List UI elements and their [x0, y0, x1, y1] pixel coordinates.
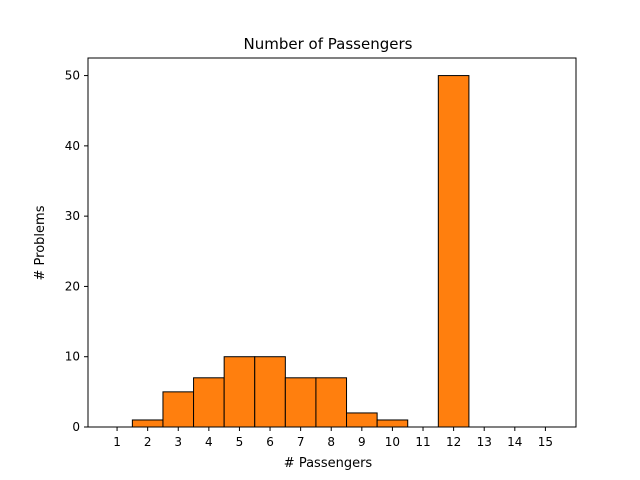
x-tick-label-7: 7 — [297, 435, 305, 449]
x-tick-label-14: 14 — [507, 435, 522, 449]
bar-12 — [437, 75, 470, 428]
x-tick-label-4: 4 — [205, 435, 213, 449]
bar-7 — [284, 377, 317, 428]
bar-6 — [254, 356, 286, 428]
x-tick-label-9: 9 — [358, 435, 366, 449]
x-tick-label-8: 8 — [327, 435, 335, 449]
x-tick-label-2: 2 — [144, 435, 152, 449]
bar-2 — [131, 419, 164, 428]
x-tick-label-12: 12 — [446, 435, 461, 449]
bar-3 — [162, 391, 195, 428]
bar-8 — [315, 377, 348, 428]
x-tick-label-3: 3 — [174, 435, 182, 449]
y-tick-label-50: 50 — [65, 69, 80, 83]
plot-frame — [87, 57, 577, 428]
y-tick-label-10: 10 — [65, 350, 80, 364]
y-tick-label-20: 20 — [65, 279, 80, 293]
x-tick-label-13: 13 — [477, 435, 492, 449]
x-tick-label-15: 15 — [538, 435, 553, 449]
x-tick-label-1: 1 — [113, 435, 121, 449]
x-axis-label: # Passengers — [284, 456, 373, 471]
x-tick-label-10: 10 — [385, 435, 400, 449]
x-tick-label-11: 11 — [415, 435, 430, 449]
x-tick-label-6: 6 — [266, 435, 274, 449]
bar-9 — [346, 412, 378, 428]
axes-layer — [87, 57, 577, 428]
y-axis-label: # Problems — [33, 205, 48, 280]
x-tick-label-5: 5 — [236, 435, 244, 449]
y-tick-label-0: 0 — [72, 420, 80, 434]
bar-5 — [223, 356, 256, 428]
bar-4 — [193, 377, 225, 428]
chart-title: Number of Passengers — [244, 35, 413, 53]
bars-layer — [131, 75, 470, 428]
bar-10 — [376, 419, 409, 428]
y-tick-label-30: 30 — [65, 209, 80, 223]
y-tick-label-40: 40 — [65, 139, 80, 153]
